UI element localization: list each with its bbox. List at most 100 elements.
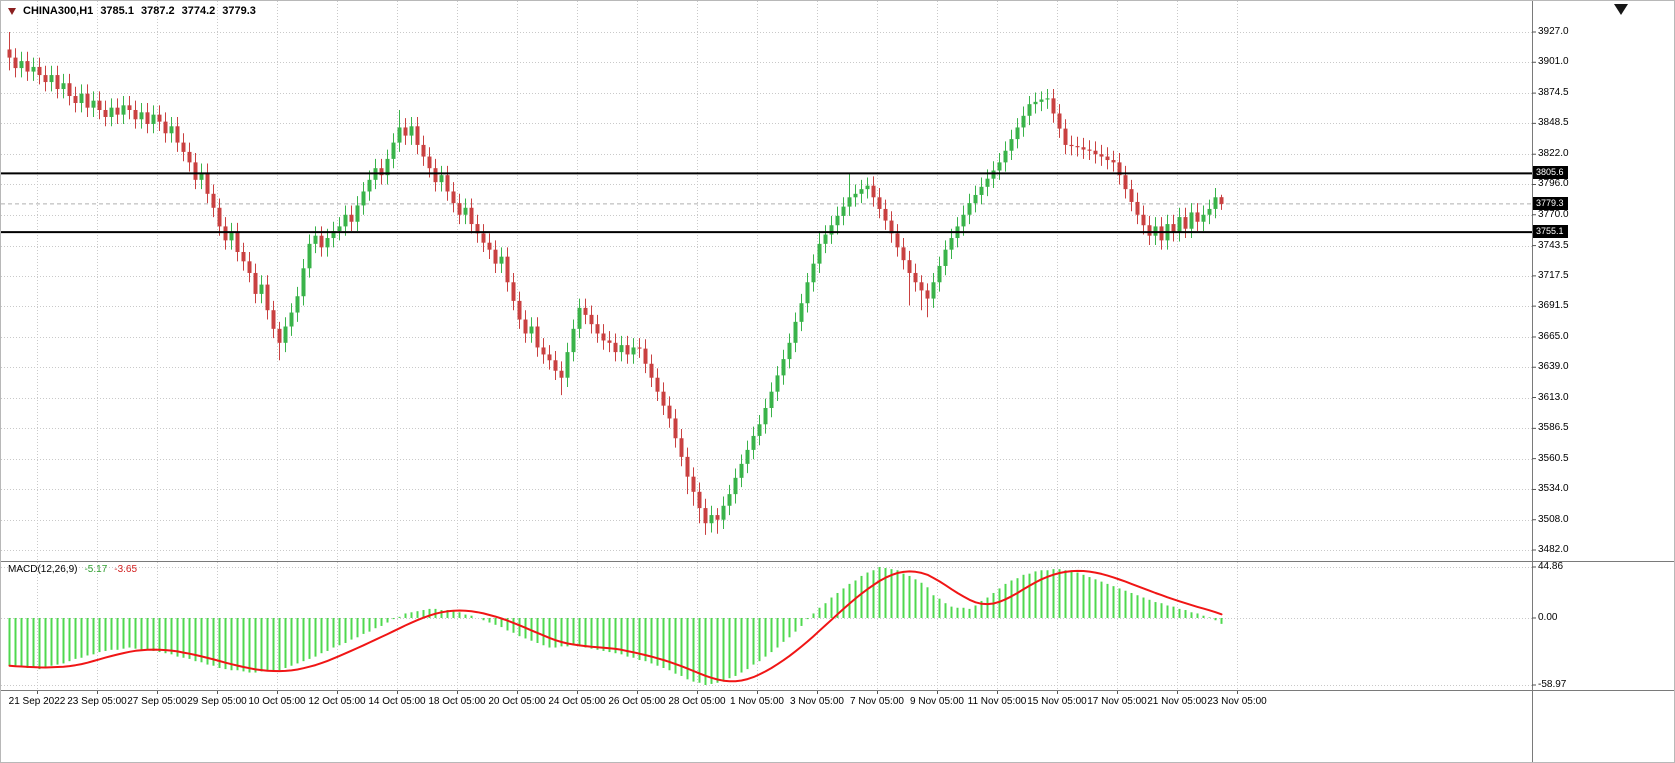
candle-body: [517, 300, 522, 320]
candle-body: [457, 203, 462, 215]
candle-body: [253, 272, 258, 294]
candle-body: [1099, 154, 1104, 157]
candle-body: [121, 105, 126, 115]
candle-body: [1129, 189, 1134, 202]
candle-body: [859, 189, 864, 194]
candle-body: [1183, 217, 1188, 229]
symbol-title: CHINA300,H1 3785.1 3787.2 3774.2 3779.3: [8, 5, 256, 17]
candle-body: [1027, 104, 1032, 116]
candle-body: [1051, 98, 1056, 114]
candle-body: [1069, 144, 1074, 147]
level-price-tag[interactable]: 3805.6: [1533, 166, 1568, 180]
candle-body: [463, 207, 468, 215]
candle-body: [1075, 146, 1080, 148]
candle-body: [295, 296, 300, 313]
candle-body: [55, 75, 60, 90]
time-axis-label: 20 Oct 05:00: [488, 696, 546, 707]
price-axis-label: 3613.0: [1538, 391, 1569, 403]
candle-body: [943, 249, 948, 266]
candle-body: [235, 232, 240, 253]
candle-body: [169, 126, 174, 134]
candle-body: [1111, 160, 1116, 163]
time-axis-label: 17 Nov 05:00: [1087, 696, 1147, 707]
level-price-tag[interactable]: 3755.1: [1533, 225, 1568, 239]
price-axis-label: 3822.0: [1538, 148, 1569, 160]
candle-body: [1117, 162, 1122, 176]
price-axis-label: 3717.5: [1538, 269, 1569, 281]
candle-body: [1039, 99, 1044, 102]
time-axis-label: 3 Nov 05:00: [790, 696, 844, 707]
candle-body: [331, 231, 336, 239]
candle-body: [757, 424, 762, 436]
time-axis-label: 10 Oct 05:00: [248, 696, 306, 707]
candle-body: [187, 151, 192, 163]
time-axis-label: 21 Sep 2022: [8, 696, 66, 707]
candle-body: [223, 226, 228, 241]
candle-body: [1003, 150, 1008, 163]
time-axis-label: 7 Nov 05:00: [850, 696, 904, 707]
candle-body: [1219, 197, 1224, 204]
indicator-axis[interactable]: 44.86 0.00 -58.97: [1538, 1, 1673, 762]
candle-body: [355, 205, 360, 222]
candle-body: [415, 126, 420, 145]
candle-body: [487, 242, 492, 250]
candle-body: [1177, 217, 1182, 233]
candle-body: [709, 515, 714, 524]
candle-body: [145, 112, 150, 124]
candle-body: [1093, 150, 1098, 155]
candle-body: [949, 238, 954, 250]
time-axis-label: 24 Oct 05:00: [548, 696, 606, 707]
candle-body: [529, 326, 534, 334]
candle-body: [577, 307, 582, 329]
candle-body: [679, 438, 684, 457]
time-axis-label: 9 Nov 05:00: [910, 696, 964, 707]
candle-body: [985, 178, 990, 187]
price-axis-label: 3874.5: [1538, 87, 1569, 99]
candle-body: [247, 261, 252, 273]
candle-body: [211, 193, 216, 208]
candle-body: [907, 260, 912, 273]
candle-body: [1021, 115, 1026, 128]
candle-body: [451, 191, 456, 204]
ohlc-high: 3787.2: [140, 5, 175, 17]
time-axis-label: 28 Oct 05:00: [668, 696, 726, 707]
time-axis-label: 1 Nov 05:00: [730, 696, 784, 707]
candle-body: [937, 265, 942, 283]
candle-body: [1063, 128, 1068, 145]
candle-body: [103, 109, 108, 117]
macd-signal-line: [8, 569, 1223, 683]
price-axis-label: 3927.0: [1538, 26, 1569, 37]
candle-body: [925, 290, 930, 299]
chart-shift-icon[interactable]: [1614, 4, 1628, 15]
candle-body: [733, 477, 738, 495]
candle-body: [289, 312, 294, 327]
candle-body: [637, 347, 642, 349]
candle-body: [493, 249, 498, 264]
candle-body: [241, 252, 246, 262]
candle-body: [1147, 225, 1152, 236]
candle-body: [283, 326, 288, 343]
candle-body: [841, 206, 846, 216]
candle-body: [739, 463, 744, 478]
candle-body: [109, 107, 114, 117]
candle-body: [91, 100, 96, 108]
candle-body: [217, 207, 222, 227]
candle-body: [811, 263, 816, 283]
time-axis-label: 21 Nov 05:00: [1147, 696, 1207, 707]
candle-body: [439, 175, 444, 183]
candle-body: [787, 342, 792, 360]
candle-body: [523, 319, 528, 334]
price-axis[interactable]: 3927.0 3901.0 3874.5 3848.5 3822.0 3796.0 3770…: [1538, 1, 1673, 762]
time-axis-label: 14 Oct 05:00: [368, 696, 426, 707]
time-axis-label: 29 Sep 05:00: [187, 696, 247, 707]
time-axis[interactable]: 21 Sep 2022 23 Sep 05:00 27 Sep 05:00 29 Se…: [1, 691, 1532, 762]
candle-body: [307, 243, 312, 269]
symbol-dropdown-icon[interactable]: [8, 7, 16, 15]
indicator-axis-label: 44.86: [1538, 561, 1564, 572]
candle-body: [163, 121, 168, 134]
candle-body: [1141, 214, 1146, 226]
candle-body: [31, 66, 36, 72]
time-axis-label: 23 Nov 05:00: [1207, 696, 1267, 707]
